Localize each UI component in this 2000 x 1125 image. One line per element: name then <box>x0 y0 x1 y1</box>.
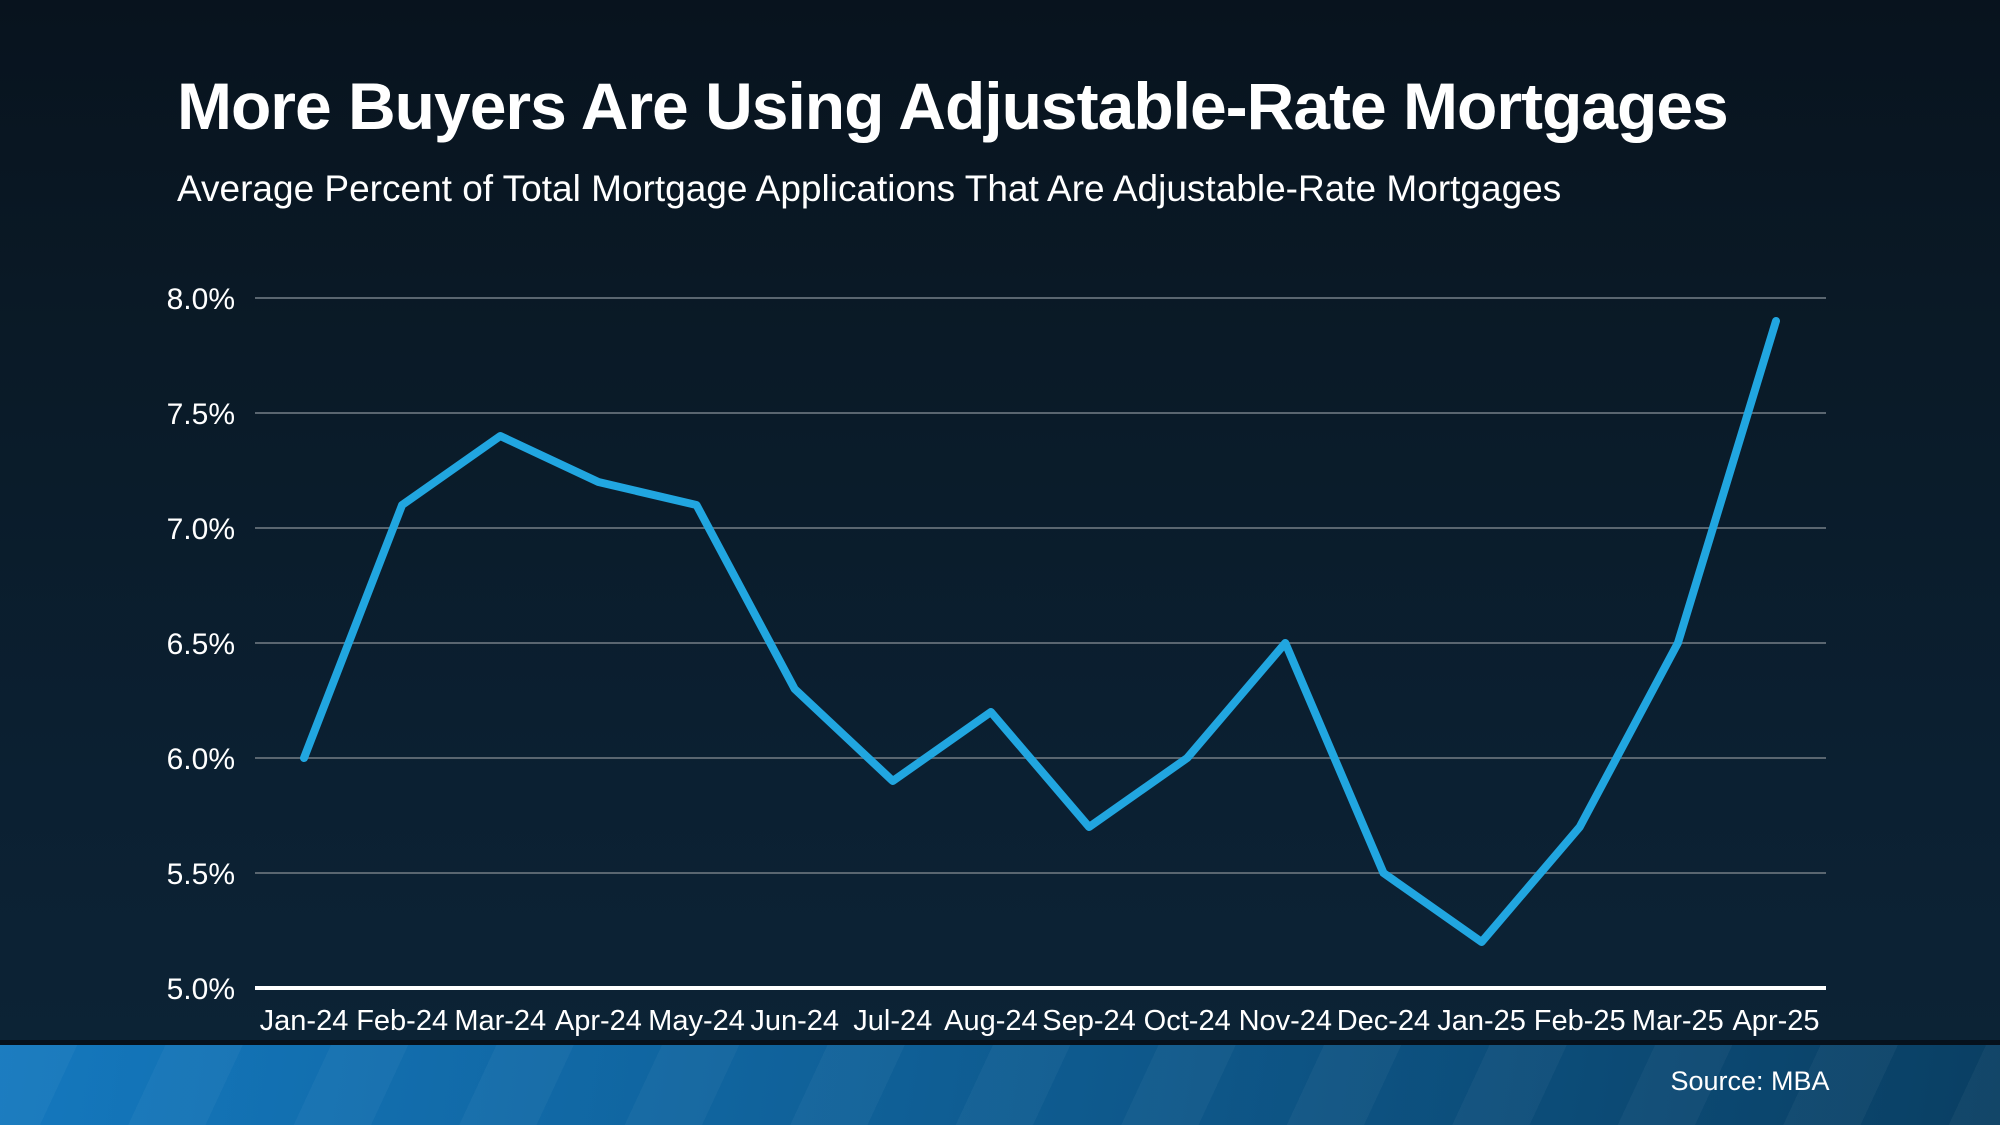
x-axis-label: Feb-24 <box>356 1005 448 1037</box>
data-line <box>300 317 1780 946</box>
x-axis-label: Nov-24 <box>1239 1005 1333 1037</box>
x-axis-label: Mar-25 <box>1632 1005 1724 1037</box>
x-axis-label: Jun-24 <box>750 1005 839 1037</box>
y-axis-label: 8.0% <box>167 283 235 316</box>
x-axis-label: Aug-24 <box>944 1005 1038 1037</box>
x-axis-label: May-24 <box>648 1005 745 1037</box>
y-axis-label: 6.0% <box>167 743 235 776</box>
chart-subtitle: Average Percent of Total Mortgage Applic… <box>177 168 1562 209</box>
y-axis-label: 6.5% <box>167 628 235 661</box>
source-label: Source: MBA <box>1670 1066 1830 1096</box>
y-axis-label: 7.0% <box>167 513 235 546</box>
y-axis-label: 5.5% <box>167 858 235 891</box>
y-axis-label: 7.5% <box>167 398 235 431</box>
x-axis-label: Dec-24 <box>1337 1005 1431 1037</box>
x-axis-label: Jan-25 <box>1437 1005 1526 1037</box>
x-axis-label: Mar-24 <box>454 1005 546 1037</box>
footer-bar <box>0 1040 2000 1125</box>
x-axis-label: Apr-25 <box>1732 1005 1819 1037</box>
x-axis-label: Feb-25 <box>1534 1005 1626 1037</box>
x-axis-label: Oct-24 <box>1144 1005 1231 1037</box>
x-axis-label: Sep-24 <box>1042 1005 1136 1037</box>
y-axis-label: 5.0% <box>167 973 235 1006</box>
chart-title: More Buyers Are Using Adjustable-Rate Mo… <box>177 69 1729 143</box>
x-axis-label: Jan-24 <box>260 1005 349 1037</box>
x-axis-label: Jul-24 <box>853 1005 932 1037</box>
x-axis-label: Apr-24 <box>555 1005 642 1037</box>
